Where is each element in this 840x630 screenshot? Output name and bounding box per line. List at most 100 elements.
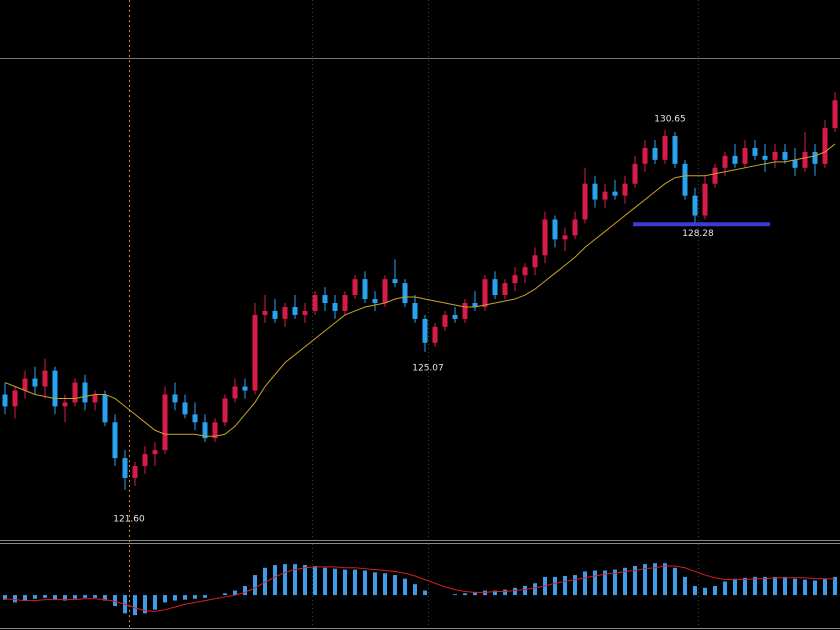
- histogram-bar: [83, 595, 87, 598]
- moving-average: [4, 143, 836, 437]
- candle-body: [752, 147, 758, 156]
- candle-body: [52, 370, 58, 407]
- candle-body: [62, 402, 68, 407]
- histogram-bar: [103, 595, 107, 601]
- histogram-bar: [403, 578, 407, 596]
- histogram-bar: [73, 595, 77, 599]
- candle-body: [652, 147, 658, 160]
- candle-body: [812, 151, 818, 164]
- histogram-bar: [773, 576, 777, 596]
- histogram-bar: [363, 570, 367, 596]
- annotation: 130.65: [654, 115, 686, 125]
- histogram-bar: [723, 581, 727, 596]
- histogram-bar: [563, 575, 567, 596]
- candle-body: [582, 183, 588, 220]
- histogram-bar: [673, 567, 677, 596]
- histogram-bar: [133, 595, 137, 616]
- histogram-bar: [613, 569, 617, 596]
- candle-body: [442, 314, 448, 327]
- histogram-bar: [163, 595, 167, 603]
- histogram-bar: [733, 578, 737, 596]
- candle-body: [382, 279, 388, 304]
- candle-body: [522, 267, 528, 276]
- annotation: 125.07: [412, 363, 444, 373]
- histogram-bar: [583, 571, 587, 596]
- candle-body: [512, 275, 518, 284]
- histogram-bar: [283, 564, 287, 596]
- histogram-bar: [823, 578, 827, 596]
- histogram-bar: [323, 567, 327, 596]
- histogram-bar: [413, 584, 417, 596]
- annotation: 121.60: [113, 514, 145, 524]
- candle-body: [602, 191, 608, 200]
- candle-body: [432, 326, 438, 343]
- histogram-bar: [93, 595, 97, 598]
- histogram-bar: [143, 595, 147, 614]
- candle-body: [632, 163, 638, 184]
- histogram-bar: [473, 592, 477, 596]
- histogram-bar: [783, 576, 787, 596]
- candle-body: [92, 394, 98, 403]
- histogram-bar: [343, 569, 347, 596]
- histogram-bar: [43, 595, 47, 598]
- candle-body: [362, 279, 368, 300]
- candle-body: [172, 394, 178, 403]
- candle-body: [2, 394, 8, 407]
- histogram-bar: [3, 595, 7, 600]
- candle-body: [422, 318, 428, 343]
- candle-body: [682, 163, 688, 196]
- candle-body: [642, 147, 648, 164]
- candle-body: [112, 422, 118, 459]
- histogram-bar: [423, 590, 427, 596]
- histogram-bar: [233, 590, 237, 596]
- histogram-bar: [263, 567, 267, 596]
- histogram-bar: [593, 570, 597, 596]
- histogram-bar: [293, 564, 297, 596]
- candle-body: [192, 414, 198, 423]
- histogram-bar: [743, 577, 747, 596]
- histogram-bar: [203, 595, 207, 598]
- candle-body: [322, 295, 328, 304]
- candle-body: [292, 306, 298, 315]
- histogram-bar: [313, 565, 317, 596]
- histogram-bar: [63, 595, 67, 601]
- candle-body: [712, 167, 718, 184]
- candle-body: [302, 310, 308, 315]
- candle-body: [502, 283, 508, 296]
- histogram-bar: [693, 586, 697, 596]
- candle-body: [452, 314, 458, 319]
- histogram-bar: [153, 595, 157, 610]
- signal-line: [4, 565, 835, 613]
- candle-body: [122, 458, 128, 478]
- histogram-bar: [633, 565, 637, 596]
- candle-body: [352, 279, 358, 296]
- candle-body: [42, 370, 48, 387]
- histogram-bar: [273, 565, 277, 596]
- candle-body: [312, 295, 318, 311]
- candle-body: [142, 454, 148, 467]
- candle-body: [282, 306, 288, 319]
- candle-body: [272, 310, 278, 319]
- candle-body: [742, 147, 748, 164]
- histogram-bar: [463, 593, 467, 596]
- candle-body: [822, 128, 828, 164]
- histogram-bar: [603, 570, 607, 596]
- candle-body: [542, 219, 548, 256]
- histogram-bar: [623, 567, 627, 596]
- histogram-bar: [183, 595, 187, 600]
- candle-body: [692, 195, 698, 216]
- histogram-bar: [383, 573, 387, 596]
- histogram-bar: [573, 575, 577, 596]
- candle-body: [202, 422, 208, 439]
- histogram-bar: [53, 595, 57, 600]
- candle-body: [482, 279, 488, 307]
- histogram-bar: [253, 575, 257, 596]
- candle-body: [232, 386, 238, 399]
- candle-body: [732, 155, 738, 164]
- histogram-bar: [223, 593, 227, 596]
- histogram-bar: [643, 564, 647, 596]
- candle-body: [792, 159, 798, 168]
- histogram-bar: [803, 579, 807, 596]
- candle-body: [532, 255, 538, 268]
